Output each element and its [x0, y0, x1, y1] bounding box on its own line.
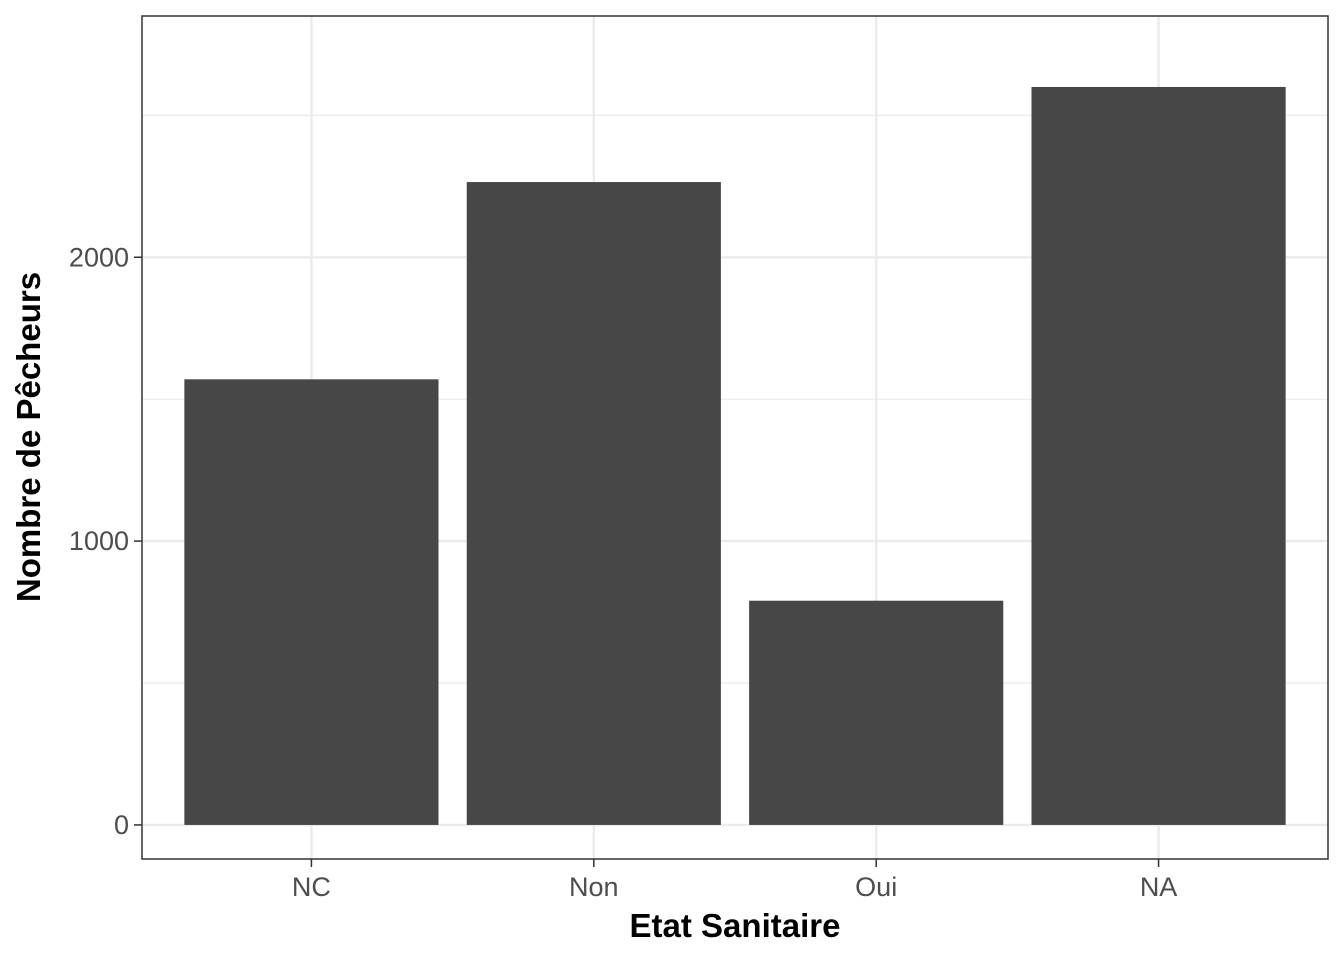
y-axis: 0 1000 2000 [69, 242, 142, 840]
x-axis-title: Etat Sanitaire [630, 907, 841, 944]
y-axis-title: Nombre de Pêcheurs [10, 272, 47, 602]
x-tick-label: Non [569, 872, 619, 902]
bar-oui [749, 600, 1004, 825]
bars [184, 86, 1286, 825]
y-tick-label: 0 [114, 810, 129, 840]
plot-panel-border [141, 15, 1329, 860]
y-tick-label: 1000 [69, 526, 129, 556]
y-tick-label: 2000 [69, 242, 129, 272]
bar-non [466, 182, 721, 825]
x-tick-label: NA [1140, 872, 1178, 902]
x-axis: NC Non Oui NA [292, 859, 1177, 902]
x-tick-label: Oui [855, 872, 897, 902]
x-tick-label: NC [292, 872, 331, 902]
bar-nc [184, 379, 439, 825]
bar-na [1031, 86, 1286, 825]
